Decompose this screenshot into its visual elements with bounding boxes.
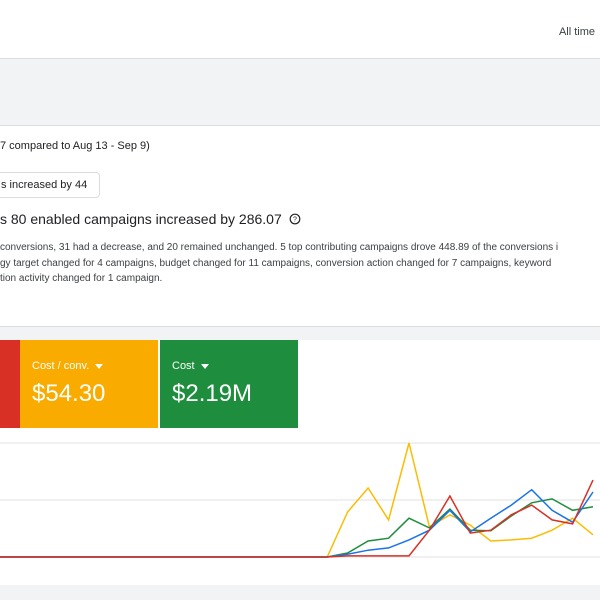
scorecard-label-text: Cost / conv. <box>32 360 90 372</box>
scorecard[interactable]: Cost $2.19M <box>160 340 298 428</box>
chart <box>0 442 600 558</box>
scorecard-label: Cost <box>172 360 209 372</box>
scorecard-label: Cost / conv. <box>32 360 104 372</box>
top-bar: All time <box>0 0 600 59</box>
detail-line: conversions, 31 had a decrease, and 20 r… <box>0 242 559 253</box>
scorecard-value: $2.19M <box>172 380 253 407</box>
scorecard[interactable] <box>0 340 20 428</box>
details: conversions, 31 had a decrease, and 20 r… <box>0 240 558 287</box>
chip[interactable]: s increased by 44 <box>0 172 101 198</box>
headline-text: s 80 enabled campaigns increased by 286.… <box>0 211 282 227</box>
detail-line: gy target changed for 4 campaigns, budge… <box>0 257 552 269</box>
line-series <box>0 498 594 558</box>
scorecard-label-text: Cost <box>172 360 195 372</box>
svg-text:?: ? <box>293 217 297 224</box>
scorecard-value: $54.30 <box>32 380 106 407</box>
insight-card: 7 compared to Aug 13 - Sep 9) s increase… <box>0 125 600 327</box>
line-series <box>0 479 594 558</box>
period: 7 compared to Aug 13 - Sep 9) <box>0 140 150 152</box>
help-icon[interactable]: ? <box>289 213 301 225</box>
date-range[interactable]: All time <box>558 26 595 38</box>
headline: s 80 enabled campaigns increased by 286.… <box>0 211 301 227</box>
chip-text: s increased by 44 <box>1 179 88 191</box>
detail-line: tion activity changed for 1 campaign. <box>0 273 163 284</box>
chart-panel: Cost / conv. $54.30 Cost $2.19M <box>0 340 600 585</box>
scorecard[interactable]: Cost / conv. $54.30 <box>20 340 158 428</box>
